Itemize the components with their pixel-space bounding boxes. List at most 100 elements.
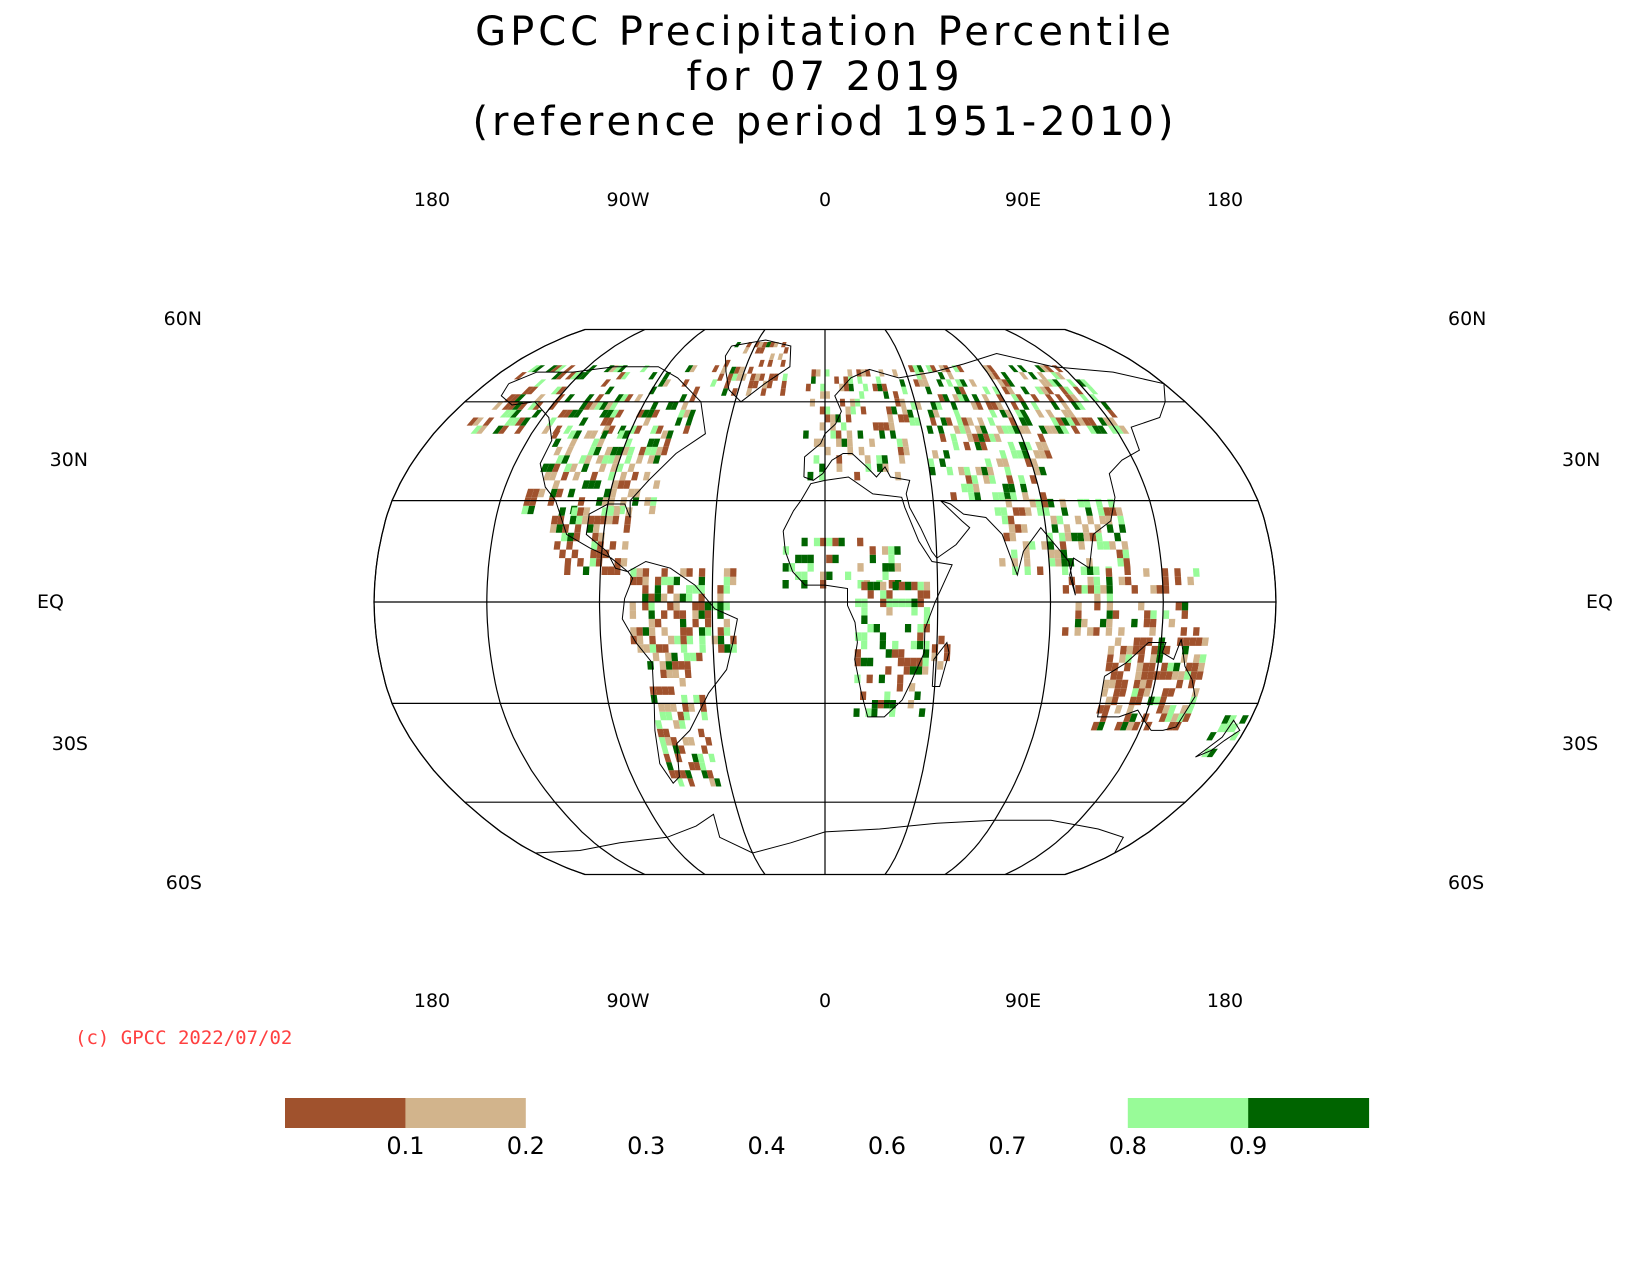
percentile-cell-wet (1010, 450, 1019, 459)
percentile-cell-very-wet (1119, 721, 1129, 731)
percentile-cell-very-dry (1156, 585, 1163, 594)
percentile-cell-very-dry (704, 737, 713, 746)
percentile-cell-dry (1106, 602, 1114, 611)
percentile-cell-very-dry (557, 409, 569, 418)
percentile-cell-wet (1117, 558, 1125, 567)
percentile-cell-wet (570, 507, 579, 516)
percentile-cell-very-dry (1162, 576, 1169, 586)
percentile-cell-very-dry (872, 422, 879, 431)
percentile-cell-very-wet (691, 753, 699, 763)
percentile-cell-very-dry (547, 497, 556, 506)
lat-label-left-60n: 60N (164, 308, 202, 330)
percentile-cell-very-dry (591, 532, 599, 542)
percentile-cell-very-dry (692, 386, 701, 395)
percentile-cell-very-wet (531, 409, 543, 418)
percentile-cell-very-dry (1182, 713, 1192, 722)
percentile-cell-very-dry (979, 441, 988, 451)
percentile-cell-very-wet (1221, 715, 1232, 724)
percentile-cell-very-wet (803, 430, 809, 439)
percentile-cell-dry (1114, 705, 1123, 714)
percentile-cell-very-dry (589, 471, 599, 481)
percentile-cell-very-dry (1055, 417, 1065, 426)
percentile-cell-very-dry (1102, 705, 1111, 714)
percentile-cell-wet (1030, 401, 1040, 410)
percentile-cell-dry (1094, 593, 1101, 602)
percentile-cell-dry (1004, 409, 1014, 418)
percentile-cell-very-dry (531, 488, 540, 498)
percentile-cell-very-dry (897, 446, 905, 456)
percentile-cell-very-dry (839, 398, 846, 407)
percentile-cell-very-dry (990, 401, 999, 410)
percentile-cell-wet (1102, 541, 1110, 550)
percentile-cell-very-dry (1106, 409, 1118, 418)
percentile-cell-dry (972, 483, 980, 493)
percentile-cell-very-dry (1155, 705, 1165, 714)
percentile-cell-very-dry (766, 380, 773, 389)
percentile-cell-wet (601, 455, 610, 464)
percentile-cell-dry (621, 541, 629, 550)
percentile-cell-very-dry (836, 455, 843, 464)
percentile-cell-dry (813, 438, 820, 447)
percentile-cell-very-dry (1062, 585, 1070, 594)
percentile-cell-dry (825, 391, 830, 399)
percentile-cell-wet (1024, 566, 1031, 575)
percentile-cell-dry (1063, 524, 1071, 533)
percentile-cell-very-dry (576, 507, 585, 516)
percentile-cell-very-dry (1160, 662, 1169, 672)
percentile-cell-wet (590, 438, 600, 447)
percentile-cell-very-wet (801, 537, 808, 547)
percentile-cell-dry (1042, 379, 1054, 387)
percentile-cell-wet (1017, 475, 1026, 484)
percentile-cell-very-wet (888, 563, 895, 572)
percentile-cell-very-wet (924, 386, 933, 395)
percentile-cell-dry (923, 581, 931, 591)
percentile-cell-very-dry (1086, 417, 1097, 426)
percentile-cell-wet (896, 438, 904, 447)
percentile-cell-very-dry (745, 342, 753, 348)
percentile-cell-wet (825, 369, 830, 377)
percentile-cell-dry (908, 683, 916, 692)
percentile-cell-very-wet (876, 463, 884, 472)
percentile-cell-dry (937, 661, 944, 670)
percentile-cell-wet (1007, 441, 1016, 451)
percentile-cell-very-dry (903, 666, 910, 675)
percentile-cell-very-dry (1148, 662, 1156, 672)
percentile-cell-dry (672, 720, 681, 729)
percentile-cell-dry (1179, 705, 1189, 714)
percentile-cell-wet (609, 401, 619, 410)
percentile-cell-wet (680, 644, 688, 653)
percentile-cell-very-dry (1142, 662, 1150, 672)
percentile-cell-very-dry (679, 610, 687, 619)
percentile-cell-very-dry (1131, 721, 1141, 731)
percentile-cell-very-dry (1030, 394, 1041, 402)
percentile-cell-very-dry (682, 425, 691, 434)
percentile-cell-dry (661, 627, 668, 636)
percentile-cell-very-wet (654, 593, 661, 602)
percentile-cell-very-wet (587, 480, 596, 489)
percentile-cell-dry (1098, 515, 1107, 525)
percentile-cell-wet (960, 483, 968, 493)
percentile-cell-very-wet (1106, 585, 1113, 594)
colorbar-swatch (1007, 1098, 1129, 1128)
percentile-cell-dry (1001, 458, 1010, 467)
percentile-cell-very-wet (915, 666, 923, 675)
percentile-cell-very-wet (1018, 417, 1028, 426)
percentile-cell-very-wet (662, 372, 672, 380)
percentile-cell-very-wet (640, 409, 650, 418)
percentile-cell-very-dry (680, 635, 687, 645)
percentile-cell-very-wet (654, 585, 662, 594)
percentile-cell-dry (1143, 568, 1150, 577)
percentile-cell-very-wet (578, 372, 590, 380)
percentile-cell-very-dry (982, 433, 991, 442)
percentile-cell-very-wet (999, 409, 1009, 418)
percentile-cell-very-wet (1019, 483, 1028, 493)
percentile-cell-very-dry (577, 558, 584, 567)
percentile-cell-wet (826, 537, 833, 547)
percentile-cell-very-wet (1074, 618, 1082, 628)
percentile-cell-very-dry (779, 388, 786, 396)
percentile-cell-dry (847, 438, 853, 447)
percentile-cell-very-wet (604, 409, 615, 418)
percentile-cell-dry (1191, 688, 1200, 697)
percentile-cell-very-wet (684, 770, 693, 779)
